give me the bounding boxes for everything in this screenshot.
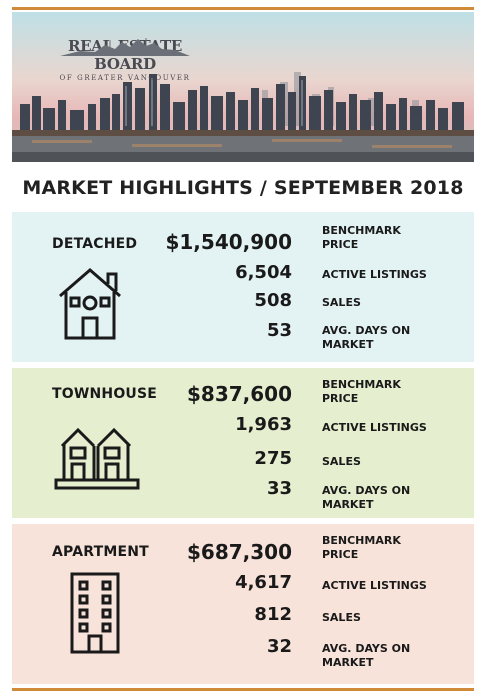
house-icon <box>59 268 121 340</box>
active-listings-label: ACTIVE LISTINGS <box>322 421 427 434</box>
active-listings-label: ACTIVE LISTINGS <box>322 268 427 281</box>
section-title: TOWNHOUSE <box>52 386 158 402</box>
active-listings-value: 1,963 <box>235 414 292 435</box>
sales-label: SALES <box>322 611 361 624</box>
city-skyline-image <box>12 72 474 162</box>
real-estate-board-logo: REAL ESTATE BOARD OF GREATER VANCOUVER <box>50 37 200 82</box>
sales-value: 812 <box>254 604 292 625</box>
days-on-market-label: AVG. DAYS ON MARKET <box>322 324 411 351</box>
days-on-market-label: AVG. DAYS ON MARKET <box>322 484 411 511</box>
benchmark-value: $837,600 <box>186 382 292 406</box>
benchmark-label: BENCHMARK PRICE <box>322 224 401 251</box>
apartment-section: APARTMENT $687,300 BENCHMARK PRICE 4,617 … <box>12 524 474 684</box>
sales-label: SALES <box>322 455 361 468</box>
logo-subtitle: OF GREATER VANCOUVER <box>59 74 191 82</box>
apartment-building-icon <box>70 572 120 654</box>
days-on-market-value: 53 <box>266 320 292 341</box>
header-skyline-banner: REAL ESTATE BOARD OF GREATER VANCOUVER <box>12 12 474 162</box>
detached-section: DETACHED $1,540,900 BENCHMARK PRICE 6,504… <box>12 212 474 362</box>
days-on-market-label: AVG. DAYS ON MARKET <box>322 642 411 669</box>
benchmark-value: $687,300 <box>186 540 292 564</box>
active-listings-label: ACTIVE LISTINGS <box>322 579 427 592</box>
days-on-market-value: 32 <box>266 636 292 657</box>
sales-label: SALES <box>322 296 361 309</box>
sales-value: 508 <box>254 290 292 311</box>
active-listings-value: 4,617 <box>235 572 292 593</box>
townhouse-icon <box>54 427 140 490</box>
page-title: MARKET HIGHLIGHTS / SEPTEMBER 2018 <box>22 177 464 199</box>
section-title: APARTMENT <box>52 544 149 560</box>
days-on-market-value: 33 <box>266 478 292 499</box>
bottom-accent-bar <box>12 688 474 691</box>
top-accent-bar <box>12 7 474 10</box>
townhouse-section: TOWNHOUSE $837,600 BENCHMARK PRICE 1,963 … <box>12 368 474 518</box>
benchmark-value: $1,540,900 <box>165 230 292 254</box>
active-listings-value: 6,504 <box>235 262 292 283</box>
section-title: DETACHED <box>52 236 138 252</box>
benchmark-label: BENCHMARK PRICE <box>322 534 401 561</box>
benchmark-label: BENCHMARK PRICE <box>322 378 401 405</box>
logo-skyline-icon <box>60 38 190 56</box>
sales-value: 275 <box>254 448 292 469</box>
